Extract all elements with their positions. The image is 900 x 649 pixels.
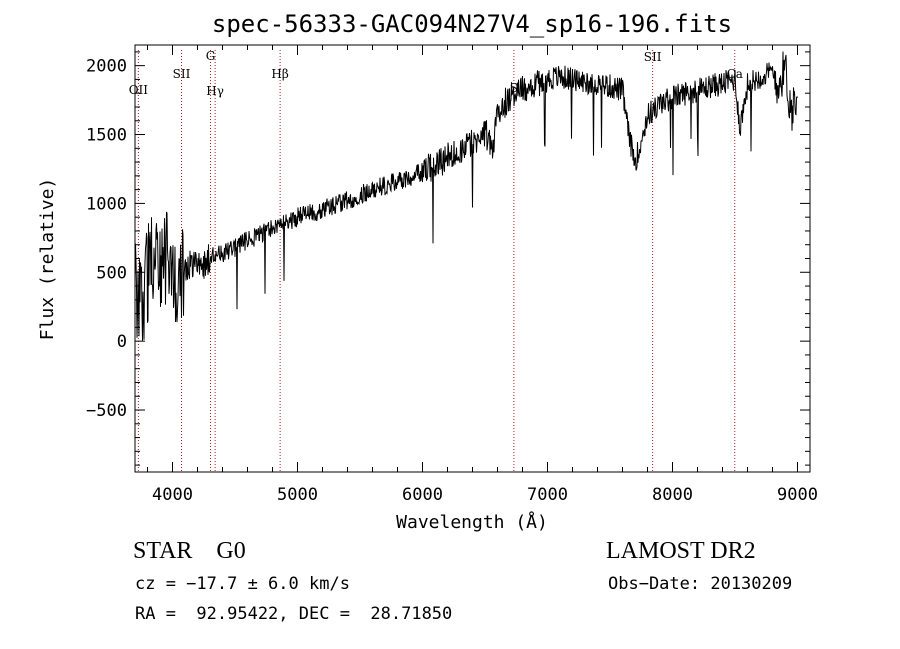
star-classification: STAR G0 <box>133 538 246 564</box>
x-tick-label: 4000 <box>152 485 193 505</box>
x-tick-label: 7000 <box>527 485 568 505</box>
y-tick-label: 1000 <box>86 194 127 214</box>
y-tick-label: 2000 <box>86 57 127 77</box>
x-axis-ticks: 4000 5000 6000 7000 8000 9000 <box>147 45 818 505</box>
spectral-line-label: G <box>206 49 216 63</box>
spectrum-line <box>134 51 798 341</box>
spectrum-series <box>134 51 798 341</box>
y-axis-ticks: −500 0 500 1000 1500 2000 <box>86 51 810 466</box>
y-tick-label: 0 <box>117 332 127 352</box>
y-tick-label: −500 <box>86 401 127 421</box>
spectral-line-markers <box>137 50 736 472</box>
spectral-line-label: Hβ <box>271 67 288 81</box>
y-tick-label: 1500 <box>86 126 127 146</box>
spectral-line-label: SII <box>644 50 662 64</box>
x-tick-label: 6000 <box>402 485 443 505</box>
spectrum-chart: spec-56333-GAC094N27V4_sp16-196.fits OII… <box>37 10 818 533</box>
y-tick-label: 500 <box>96 263 127 283</box>
spectral-line-label: Hγ <box>206 84 224 98</box>
chart-title: spec-56333-GAC094N27V4_sp16-196.fits <box>212 10 732 38</box>
spectral-line-label: SII <box>173 67 191 81</box>
ra-dec-readout: RA = 92.95422, DEC = 28.71850 <box>135 604 453 624</box>
x-tick-label: 5000 <box>277 485 318 505</box>
redshift-readout: cz = −17.7 ± 6.0 km/s <box>135 574 350 594</box>
observation-date: Obs−Date: 20130209 <box>608 574 793 594</box>
x-tick-label: 8000 <box>652 485 693 505</box>
x-tick-label: 9000 <box>777 485 818 505</box>
survey-label: LAMOST DR2 <box>606 538 756 564</box>
spectral-line-label: OII <box>129 83 149 97</box>
x-axis-label: Wavelength (Å) <box>396 511 548 533</box>
y-axis-label: Flux (relative) <box>37 178 58 341</box>
